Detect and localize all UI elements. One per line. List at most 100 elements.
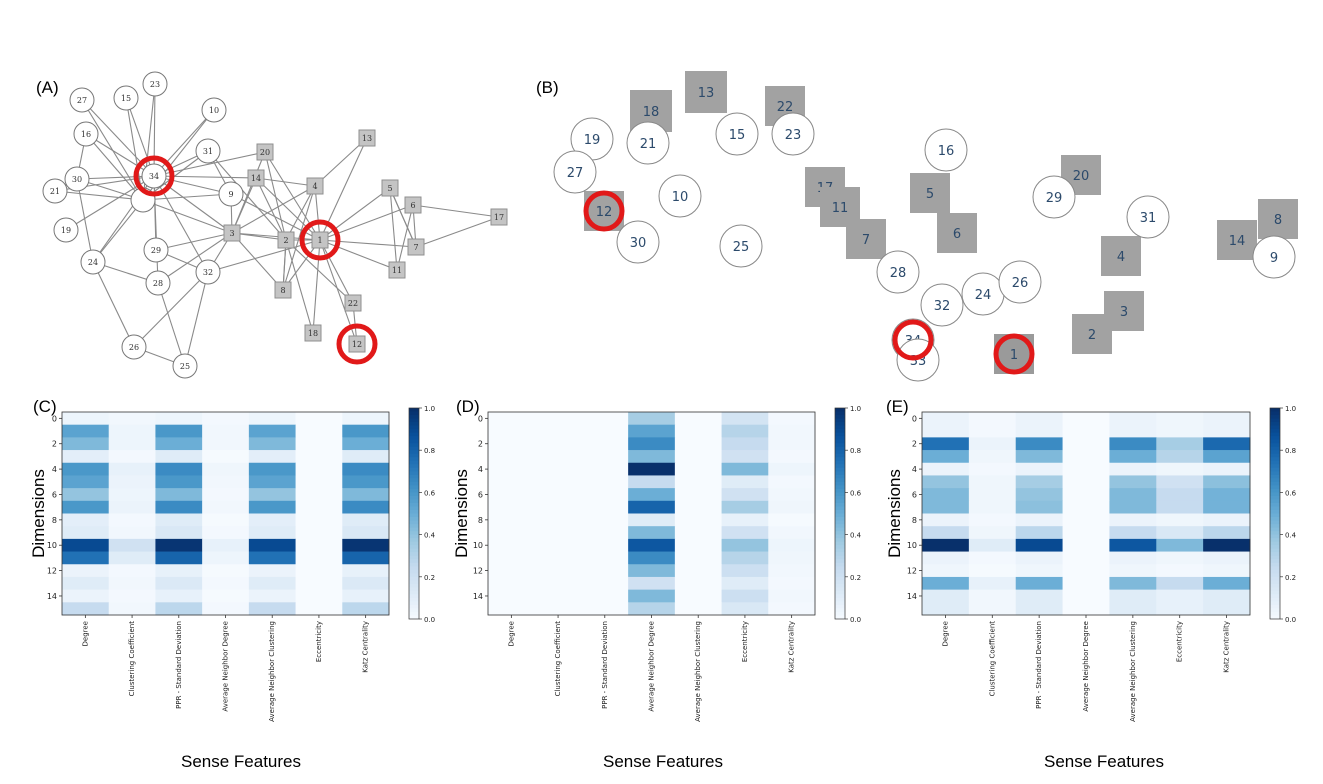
heatmap-cell: [628, 551, 676, 565]
colorbar-segment: [835, 457, 845, 462]
graph-b-node: [924, 128, 968, 172]
heatmap-cell: [1156, 412, 1204, 426]
colorbar-segment: [1270, 517, 1280, 522]
heatmap-cell: [581, 589, 629, 603]
heatmap-cell: [968, 526, 1017, 540]
heatmap-cell: [674, 488, 722, 502]
graph-b-node-label: 10: [672, 190, 689, 205]
colorbar-segment: [409, 453, 419, 458]
heatmap-cell: [768, 412, 816, 426]
heatmap-cell: [62, 462, 110, 476]
panel-label-e: (E): [886, 397, 909, 416]
heatmap-cell: [155, 551, 203, 565]
colorbar-segment: [409, 492, 419, 497]
graph-b-node: [1101, 236, 1141, 276]
graph-a-node: [256, 143, 274, 161]
heatmap-cell: [155, 538, 203, 552]
graph-a-node: [223, 224, 241, 242]
colorbar-segment: [1270, 534, 1280, 539]
graph-a-edge: [319, 187, 391, 241]
colorbar-segment: [835, 453, 845, 458]
heatmap-cell: [534, 488, 582, 502]
colorbar-segment: [1270, 488, 1280, 493]
graph-a-edge: [184, 271, 209, 367]
heatmap-cell: [674, 589, 722, 603]
heatmap-cell: [1062, 462, 1110, 476]
heatmap-cell: [488, 437, 536, 451]
heatmap-cell: [1062, 475, 1110, 489]
colorbar-segment: [1270, 615, 1280, 620]
graph-b-node: [771, 112, 815, 156]
colorbar-segment: [835, 471, 845, 476]
heatmap-cell: [534, 589, 582, 603]
heatmap-cell: [768, 564, 816, 578]
y-tick-label: 6: [478, 490, 483, 499]
heatmap-cell: [1109, 602, 1157, 616]
colorbar-segment: [835, 548, 845, 553]
heatmap-cell: [1015, 538, 1063, 552]
colorbar-segment: [409, 464, 419, 469]
graph-a-node-label: 23: [150, 80, 160, 89]
colorbar-segment: [1270, 524, 1280, 529]
graph-a-edge: [231, 232, 321, 241]
colorbar-segment: [409, 467, 419, 472]
colorbar-segment: [409, 509, 419, 514]
graph-b-node-label: 25: [733, 240, 750, 255]
heatmap-cell: [1015, 500, 1063, 514]
colorbar-segment: [835, 527, 845, 532]
x-tick-label: Eccentricity: [1176, 621, 1184, 662]
heatmap-cell: [1015, 462, 1063, 476]
heatmap-cell: [202, 462, 250, 476]
graph-b: 1318222017115764148321211921152316271029…: [553, 71, 1298, 382]
graph-a-edge: [125, 97, 155, 177]
heatmap-cell: [922, 488, 970, 502]
heatmap-cell: [1015, 450, 1063, 464]
colorbar-segment: [409, 590, 419, 595]
heatmap-cell: [342, 576, 390, 591]
colorbar-segment: [409, 432, 419, 437]
colorbar-segment: [409, 436, 419, 441]
colorbar-segment: [409, 541, 419, 546]
heatmap-cell: [488, 513, 536, 527]
colorbar-tick-label: 0.2: [1285, 574, 1296, 582]
heatmap-cell: [534, 576, 582, 591]
heatmap-cell: [62, 602, 110, 616]
heatmap-cell: [1062, 551, 1110, 565]
heatmap-cell: [202, 513, 250, 527]
heatmap-cell: [721, 564, 769, 578]
heatmap-cell: [202, 602, 250, 616]
y-tick-label: 4: [912, 465, 917, 474]
colorbar-segment: [1270, 566, 1280, 571]
graph-a-node-label: 3: [229, 229, 234, 238]
heatmap-cell: [248, 500, 296, 514]
graph-a-node-label: 20: [260, 148, 270, 157]
heatmap-cell: [295, 526, 343, 540]
colorbar-segment: [409, 418, 419, 423]
heatmap-cell: [342, 437, 390, 451]
heatmap-cell: [202, 412, 250, 426]
heatmap-cell: [922, 576, 970, 591]
heatmap-cell: [721, 424, 769, 438]
graph-a-node: [113, 85, 139, 111]
heatmap-cell: [155, 602, 203, 616]
colorbar-segment: [409, 573, 419, 578]
colorbar-segment: [1270, 573, 1280, 578]
heatmap-cell: [248, 450, 296, 464]
heatmap-cell: [62, 488, 110, 502]
colorbar-segment: [1270, 569, 1280, 574]
colorbar-segment: [1270, 611, 1280, 616]
heatmap-cell: [342, 450, 390, 464]
heatmap-cell: [768, 576, 816, 591]
heatmap-cell: [202, 576, 250, 591]
heatmap-cell: [534, 462, 582, 476]
heatmap-cell: [581, 424, 629, 438]
graph-a-edge: [153, 175, 232, 195]
y-tick-label: 0: [478, 414, 483, 423]
colorbar-segment: [1270, 474, 1280, 479]
graph-a-edge: [76, 178, 94, 263]
heatmap-cell: [108, 564, 156, 578]
graph-a-node: [407, 238, 425, 256]
colorbar-segment: [1270, 587, 1280, 592]
heatmap-cell: [1109, 424, 1157, 438]
colorbar-segment: [1270, 418, 1280, 423]
